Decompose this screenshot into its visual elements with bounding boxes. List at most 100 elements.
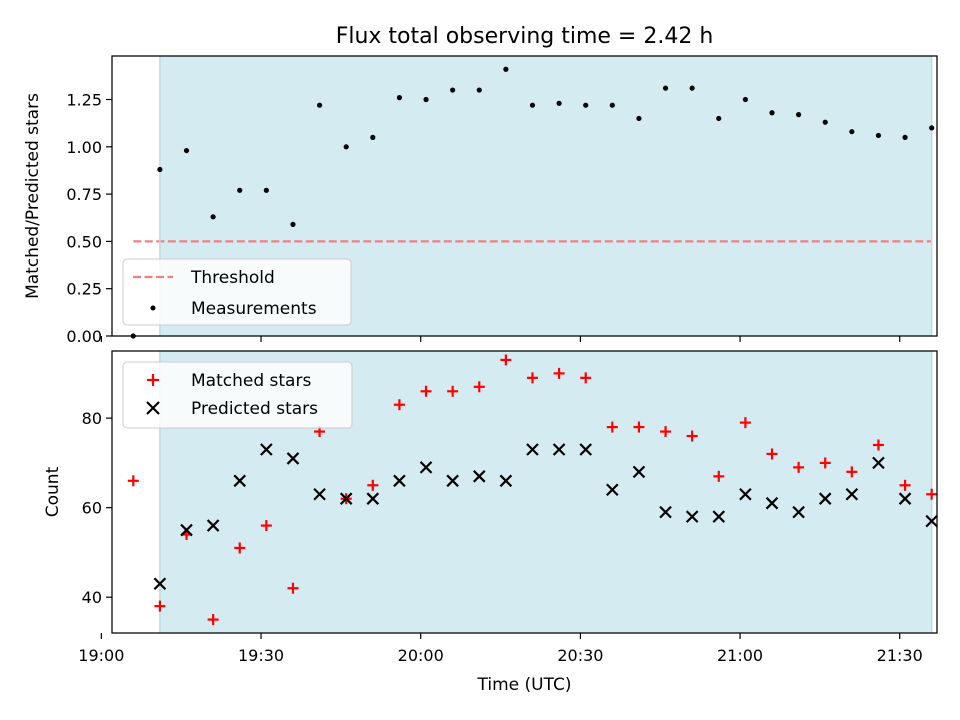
predicted-star-point <box>339 492 353 505</box>
matched-star-point <box>686 430 698 442</box>
predicted-star-point <box>685 510 699 523</box>
measurement-point <box>556 100 562 106</box>
measurement-point <box>263 187 269 193</box>
predicted-star-point <box>632 465 646 479</box>
matched-star-point <box>739 417 751 429</box>
count-panel: 40 60 80 19:00 19:30 20:00 20:30 21:00 21:30 Co… <box>43 350 938 695</box>
predicted-star-point <box>739 487 752 501</box>
measurement-point <box>636 115 642 122</box>
bottom-axes-frame <box>111 350 938 634</box>
matched-star-point <box>287 582 299 594</box>
top-y-axis-label: Matched/Predicted stars <box>23 93 43 299</box>
matched-star-point <box>926 488 938 500</box>
chart-title: Flux total observing time = 2.42 h <box>336 24 714 49</box>
measurement-point <box>316 102 323 108</box>
measurement-point <box>476 87 482 93</box>
top-y-tick-label: 0.50 <box>66 232 102 251</box>
matched-star-point <box>580 372 592 384</box>
matched-star-point <box>793 461 805 473</box>
predicted-star-point <box>898 492 912 505</box>
threshold-legend-label: Threshold <box>190 268 275 288</box>
top-legend: Threshold Measurements <box>122 258 352 326</box>
matched-star-point <box>393 399 405 411</box>
top-y-tick-label: 0.00 <box>66 327 102 346</box>
x-tick-label: 19:30 <box>238 646 284 665</box>
top-y-tick-label: 1.00 <box>66 138 102 157</box>
measurement-point <box>183 147 190 154</box>
predicted-star-point <box>818 492 832 505</box>
measurement-point <box>503 66 509 72</box>
predicted-star-point <box>393 474 406 488</box>
measurement-point <box>423 96 429 103</box>
measurements-legend-label: Measurements <box>191 299 317 319</box>
measurement-point <box>237 187 243 193</box>
x-tick-label: 21:30 <box>877 646 923 665</box>
bottom-legend: Matched stars Predicted stars <box>122 361 353 429</box>
matched-star-point <box>207 614 219 626</box>
predicted-star-point <box>446 474 459 488</box>
matched-legend-swatch <box>147 374 159 386</box>
predicted-star-points <box>153 443 938 591</box>
bottom-y-ticks: 40 60 80 <box>82 409 112 607</box>
predicted-star-point <box>765 496 779 510</box>
bottom-x-ticks: 19:00 19:30 20:00 20:30 21:00 21:30 <box>78 633 923 665</box>
measurement-point <box>929 125 935 131</box>
predicted-star-point <box>206 519 220 532</box>
predicted-star-point <box>845 487 859 501</box>
predicted-star-point <box>286 452 300 465</box>
measurement-point <box>875 132 882 139</box>
predicted-star-point <box>712 510 726 523</box>
matched-star-point <box>473 381 485 393</box>
top-y-tick-label: 0.75 <box>66 185 102 204</box>
matched-star-point <box>500 354 512 366</box>
matched-star-point <box>127 475 139 487</box>
predicted-star-point <box>659 505 672 519</box>
matched-star-point <box>660 426 672 438</box>
top-x-ticks <box>100 336 901 342</box>
predicted-star-point <box>260 443 273 456</box>
measurement-point <box>689 85 695 91</box>
predicted-star-point <box>606 483 619 497</box>
bottom-y-tick-label: 40 <box>82 588 102 607</box>
predicted-legend-swatch <box>146 401 160 415</box>
measurement-point <box>290 221 296 227</box>
predicted-star-point <box>526 443 539 456</box>
top-y-tick-label: 1.25 <box>66 91 102 110</box>
measurement-point <box>529 102 536 108</box>
predicted-star-point <box>925 514 938 528</box>
measurement-point <box>662 85 669 91</box>
measurement-point <box>343 144 349 150</box>
bottom-y-tick-label: 80 <box>82 409 102 428</box>
matched-star-point <box>819 457 831 469</box>
predicted-star-point <box>313 487 326 501</box>
predicted-legend-label: Predicted stars <box>191 399 318 419</box>
measurement-point <box>822 119 828 125</box>
measurement-point <box>849 129 855 135</box>
matched-legend-label: Matched stars <box>191 371 311 391</box>
predicted-star-point <box>180 523 193 537</box>
matched-star-point <box>447 385 459 397</box>
matched-star-point <box>766 448 778 460</box>
matched-star-point <box>526 372 538 384</box>
measurement-point <box>157 166 163 173</box>
ratio-panel: Flux total observing time = 2.42 h 0.000… <box>23 24 938 346</box>
top-legend-box <box>122 258 352 326</box>
matched-star-point <box>872 439 884 451</box>
bottom-y-tick-label: 60 <box>82 499 102 518</box>
x-tick-label: 20:30 <box>557 646 603 665</box>
top-y-tick-label: 0.25 <box>66 280 102 299</box>
matched-star-point <box>367 479 379 491</box>
top-y-ticks: 0.00 0.25 0.50 0.75 1.00 1.25 <box>66 91 112 346</box>
matched-star-point <box>606 421 618 433</box>
x-tick-label: 19:00 <box>78 646 124 665</box>
matched-star-point <box>154 600 166 612</box>
predicted-star-point <box>499 474 513 488</box>
matched-star-points <box>127 354 938 626</box>
matched-star-point <box>633 421 645 433</box>
measurement-point <box>370 134 376 140</box>
measurement-point <box>583 102 589 108</box>
matched-star-point <box>846 466 858 478</box>
bottom-y-axis-label: Count <box>43 466 63 517</box>
measurement-point <box>796 112 802 118</box>
